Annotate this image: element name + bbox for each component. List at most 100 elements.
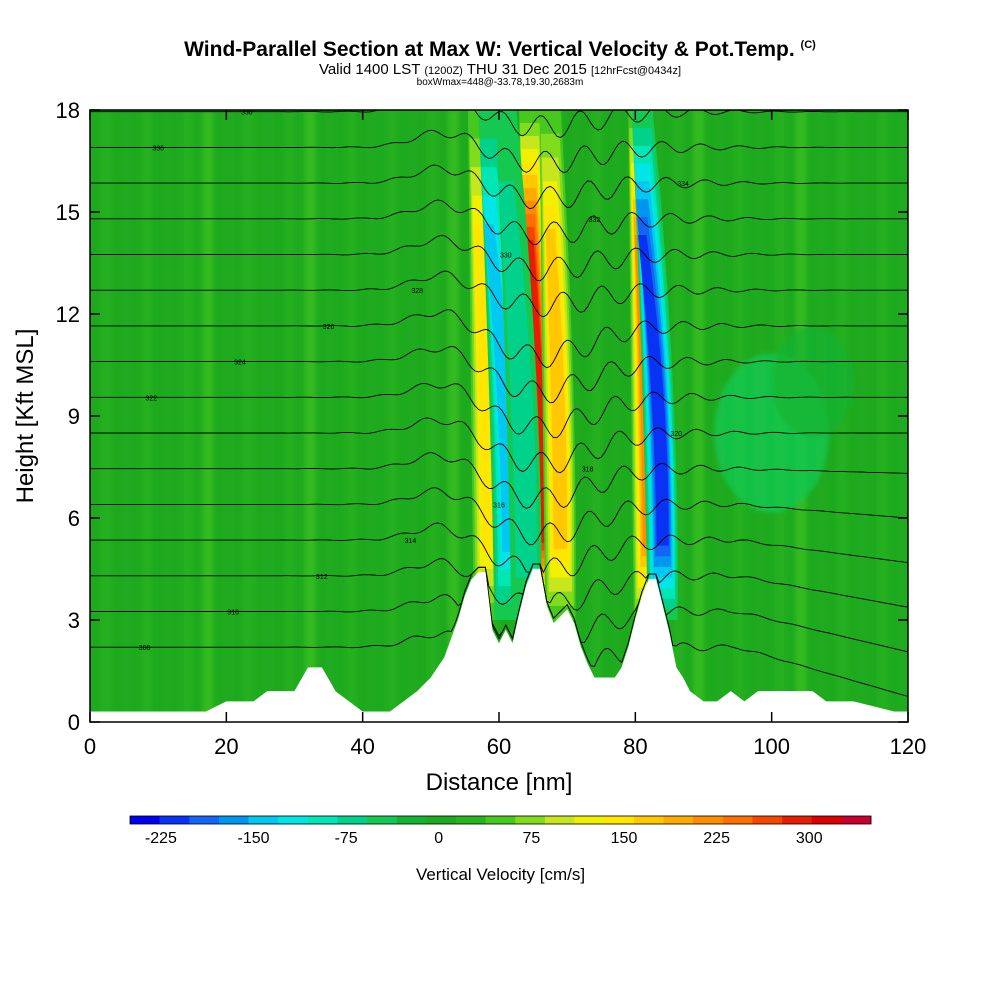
x-tick-label: 80: [623, 734, 647, 759]
isentrope-label: 314: [405, 538, 417, 545]
isentrope-label: 318: [582, 467, 594, 474]
downdraft-column: [495, 110, 542, 620]
colorbar-swatch: [841, 816, 872, 824]
y-tick-label: 12: [56, 302, 80, 327]
isentrope-line: [90, 563, 908, 653]
x-tick-label: 40: [350, 734, 374, 759]
isentrope-line: [90, 382, 908, 439]
isentrope-line: [90, 558, 908, 611]
colorbar-swatch: [337, 816, 368, 824]
colorbar-swatch: [485, 816, 516, 824]
y-tick-label: 18: [56, 98, 80, 123]
updraft-column: [539, 110, 576, 620]
isentrope-line: [90, 417, 908, 474]
field-streak: [366, 110, 377, 722]
box-wmax-info: boxWmax=448@-33.78,19.30,2683m: [416, 77, 584, 88]
copyright-mark: (C): [800, 39, 816, 51]
velocity-field: [100, 110, 908, 722]
isentrope-line: [90, 452, 908, 509]
terrain: [89, 568, 909, 723]
field-streak: [447, 110, 459, 722]
field-streak: [284, 110, 296, 722]
y-tick-label: 0: [68, 710, 80, 735]
isentrope-label: 308: [139, 645, 151, 652]
colorbar-tick-label: -225: [145, 830, 177, 847]
isentrope-line: [90, 563, 908, 697]
isentrope-label: 336: [152, 145, 164, 152]
colorbar-frame: [129, 815, 872, 825]
isentropes: 308 310 312 314 316 318 320 322 324 326 328 330 332 3…: [90, 110, 908, 697]
colorbar-swatch: [278, 816, 309, 824]
field-streak: [222, 110, 234, 722]
downdraft-column-level: [498, 181, 538, 578]
downdraft-column-level: [637, 234, 669, 546]
colorbar-tick-label: -150: [237, 830, 269, 847]
colorbar-swatch: [604, 816, 635, 824]
colorbar-swatch: [544, 816, 575, 824]
field-streak: [161, 110, 173, 722]
field-streak: [427, 110, 439, 722]
colorbar-tick-label: 150: [611, 830, 638, 847]
colorbar-tick-label: 0: [434, 830, 443, 847]
isentrope-label: 322: [146, 395, 158, 402]
isentrope-line: [90, 309, 908, 369]
field-streak: [406, 110, 418, 722]
isentrope-line: [90, 487, 908, 546]
colorbar-swatch: [426, 816, 457, 824]
isentrope-line: [90, 270, 908, 318]
colorbar-tick-label: 75: [522, 830, 540, 847]
colorbar-tick-label: -75: [335, 830, 358, 847]
colorbar-swatch: [248, 816, 279, 824]
colorbar-swatch: [633, 816, 664, 824]
isentrope-label: 328: [411, 288, 423, 295]
x-tick-label: 120: [890, 734, 927, 759]
colorbar-swatch: [722, 816, 753, 824]
field-streak: [325, 110, 337, 722]
field-streak: [591, 110, 602, 722]
x-tick-label: 0: [84, 734, 96, 759]
field-streak: [693, 110, 705, 722]
x-tick-label: 20: [214, 734, 238, 759]
field-streak: [263, 110, 275, 722]
colorbar-tick-label: 225: [703, 830, 730, 847]
colorbar-swatch: [307, 816, 338, 824]
field-streak: [877, 110, 889, 722]
colorbar-title: Vertical Velocity [cm/s]: [416, 865, 585, 884]
colorbar-swatch: [752, 816, 783, 824]
field-streak: [100, 110, 112, 722]
chart-title: Wind-Parallel Section at Max W: Vertical…: [184, 38, 816, 61]
isentrope-line: [90, 129, 908, 174]
downdraft-column-level: [483, 224, 517, 553]
colorbar: -225 -150 -75 0 75 150 225 300 Vertical Velocity…: [129, 815, 872, 884]
field-streak: [120, 110, 132, 722]
x-tick-label: 60: [487, 734, 511, 759]
colorbar-swatch: [159, 816, 190, 824]
y-tick-label: 6: [68, 506, 80, 531]
isentrope-label: 334: [677, 181, 689, 188]
updraft-column-level: [473, 224, 496, 553]
isentrope-label: 338: [241, 110, 253, 117]
colorbar-swatch: [218, 816, 249, 824]
field-streak: [611, 110, 623, 722]
field-streak: [202, 110, 214, 722]
downdraft-column: [631, 110, 678, 620]
y-tick-label: 3: [68, 608, 80, 633]
isentrope-label: 310: [227, 610, 239, 617]
isentrope-label: 330: [500, 253, 512, 260]
field-streak: [386, 110, 398, 722]
field-streak: [141, 110, 153, 722]
isentrope-line: [90, 234, 908, 282]
isentrope-line: [90, 199, 908, 246]
colorbar-swatch: [189, 816, 220, 824]
colorbar-swatch: [782, 816, 813, 824]
valid-time-line: Valid 1400 LST (1200Z) THU 31 Dec 2015 […: [318, 61, 682, 78]
field-streak: [304, 110, 316, 722]
x-axis-title: Distance [nm]: [426, 769, 573, 796]
weak-downdraft-region: [771, 326, 854, 438]
y-axis-title: Height [Kft MSL]: [12, 329, 39, 504]
isentrope-label: 320: [670, 431, 682, 438]
colorbar-swatch: [456, 816, 486, 824]
isentrope-label: 326: [323, 324, 335, 331]
isentrope-label: 316: [493, 502, 505, 509]
